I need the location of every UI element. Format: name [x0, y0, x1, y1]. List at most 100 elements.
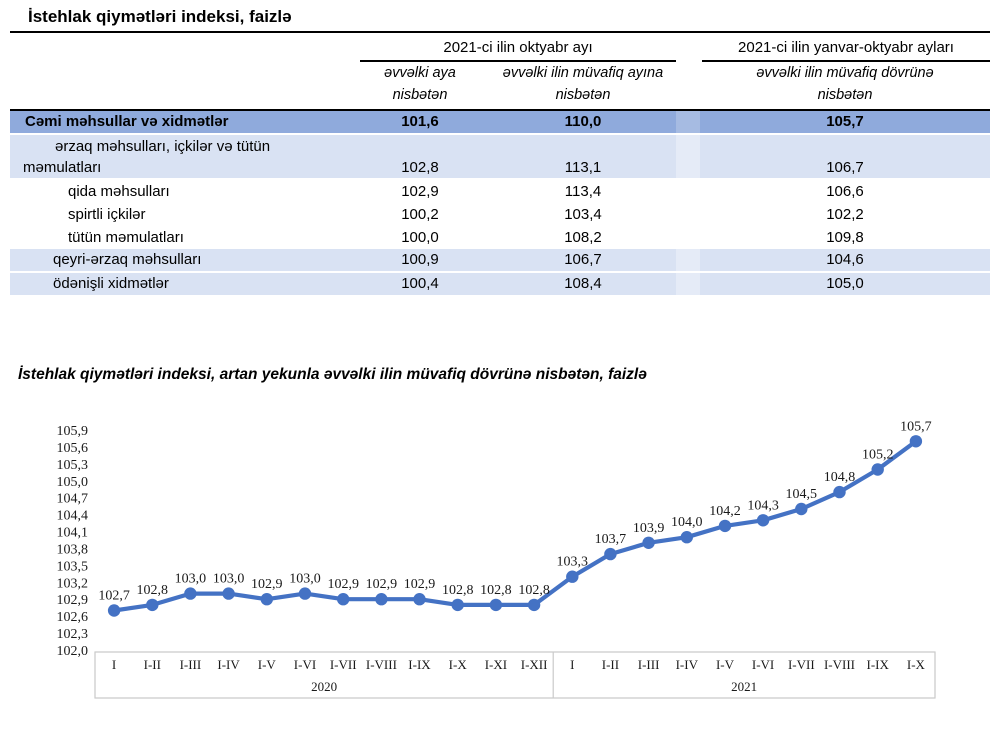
value-prev-year-month: 110,0: [564, 113, 602, 130]
row-label: qeyri-ərzaq məhsulları: [53, 251, 202, 268]
table-row: ödənişli xidmətlər 100,4 108,4 105,0: [10, 273, 990, 297]
svg-text:I-VI: I-VI: [752, 657, 774, 672]
svg-text:102,0: 102,0: [57, 644, 89, 659]
svg-text:I-IX: I-IX: [408, 657, 431, 672]
svg-text:103,9: 103,9: [633, 521, 665, 536]
svg-text:105,9: 105,9: [57, 424, 89, 439]
row-label: qida məhsulları: [68, 183, 170, 200]
svg-text:105,2: 105,2: [862, 448, 894, 463]
svg-text:102,8: 102,8: [480, 583, 512, 598]
svg-text:I-XII: I-XII: [521, 657, 548, 672]
spacer-cell: [676, 135, 700, 178]
svg-text:103,8: 103,8: [57, 543, 89, 558]
spacer-cell: [676, 203, 700, 226]
svg-text:102,3: 102,3: [57, 627, 89, 642]
sub-header-prev-year-period: əvvəlki ilin müvafiq dövrünə nisbətən: [756, 65, 934, 103]
svg-text:102,8: 102,8: [137, 583, 169, 598]
svg-text:I-VIII: I-VIII: [366, 657, 397, 672]
table-row: spirtli içkilər 100,2 103,4 102,2: [10, 203, 990, 226]
row-label: ərzaq məhsulları, içkilər və tütün məmul…: [23, 138, 271, 176]
svg-text:105,3: 105,3: [57, 458, 89, 473]
svg-text:103,2: 103,2: [57, 576, 89, 591]
row-label: spirtli içkilər: [68, 206, 146, 223]
value-prev-year-period: 106,7: [826, 159, 864, 176]
svg-text:I: I: [112, 657, 116, 672]
group-header-october: 2021-ci ilin oktyabr ayı: [360, 36, 676, 62]
svg-text:104,3: 104,3: [747, 498, 779, 513]
svg-text:105,0: 105,0: [57, 475, 89, 490]
value-prev-month: 100,2: [401, 206, 439, 223]
table-row: Cəmi məhsullar və xidmətlər 101,6 110,0 105…: [10, 111, 990, 135]
value-prev-year-month: 106,7: [564, 251, 602, 268]
svg-text:104,4: 104,4: [57, 509, 89, 524]
svg-text:104,2: 104,2: [709, 504, 741, 519]
svg-text:102,9: 102,9: [251, 577, 283, 592]
svg-text:103,0: 103,0: [213, 572, 245, 587]
svg-text:103,0: 103,0: [175, 572, 207, 587]
svg-text:2021: 2021: [731, 679, 757, 694]
svg-text:103,5: 103,5: [57, 559, 89, 574]
value-prev-year-month: 103,4: [564, 206, 602, 223]
svg-text:I: I: [570, 657, 574, 672]
value-prev-month: 100,9: [401, 251, 439, 268]
svg-text:102,8: 102,8: [442, 583, 474, 598]
value-prev-year-period: 105,7: [826, 113, 864, 130]
svg-text:I-IV: I-IV: [217, 657, 240, 672]
spacer-cell: [676, 226, 700, 249]
svg-text:103,3: 103,3: [557, 555, 589, 570]
svg-text:I-IV: I-IV: [676, 657, 699, 672]
value-prev-month: 102,9: [401, 183, 439, 200]
svg-text:I-X: I-X: [449, 657, 468, 672]
value-prev-month: 102,8: [401, 159, 439, 176]
value-prev-year-month: 108,2: [564, 229, 602, 246]
group-header-jan-oct: 2021-ci ilin yanvar-oktyabr ayları: [702, 36, 990, 62]
table-body: Cəmi məhsullar və xidmətlər 101,6 110,0 105…: [10, 109, 990, 297]
svg-text:104,5: 104,5: [786, 487, 818, 502]
svg-text:I-III: I-III: [180, 657, 202, 672]
svg-text:103,0: 103,0: [289, 572, 321, 587]
svg-text:102,9: 102,9: [404, 577, 436, 592]
svg-text:I-II: I-II: [602, 657, 619, 672]
row-label: tütün məmulatları: [68, 229, 184, 246]
value-prev-year-period: 109,8: [826, 229, 864, 246]
row-label: ödənişli xidmətlər: [53, 275, 169, 292]
svg-text:I-VIII: I-VIII: [824, 657, 855, 672]
svg-text:102,7: 102,7: [98, 589, 130, 604]
sub-header-prev-month: əvvəlki aya nisbətən: [384, 65, 456, 103]
row-label: Cəmi məhsullar və xidmətlər: [25, 113, 229, 130]
value-prev-year-period: 102,2: [826, 206, 864, 223]
value-prev-month: 100,4: [401, 275, 439, 292]
svg-text:I-III: I-III: [638, 657, 660, 672]
svg-text:102,9: 102,9: [57, 593, 89, 608]
value-prev-month: 100,0: [401, 229, 439, 246]
svg-text:I-V: I-V: [258, 657, 277, 672]
svg-text:104,7: 104,7: [57, 492, 89, 507]
svg-text:102,6: 102,6: [57, 610, 89, 625]
cpi-table: 2021-ci ilin oktyabr ayı 2021-ci ilin ya…: [10, 36, 990, 297]
value-prev-year-period: 104,6: [826, 251, 864, 268]
table-row: tütün məmulatları 100,0 108,2 109,8: [10, 226, 990, 249]
svg-text:102,9: 102,9: [327, 577, 359, 592]
svg-text:I-II: I-II: [144, 657, 161, 672]
svg-text:I-IX: I-IX: [867, 657, 890, 672]
svg-text:105,7: 105,7: [900, 419, 932, 434]
spacer-cell: [676, 111, 700, 133]
svg-text:103,7: 103,7: [595, 532, 627, 547]
chart-title: İstehlak qiymətləri indeksi, artan yekun…: [18, 366, 647, 383]
svg-text:I-X: I-X: [907, 657, 926, 672]
svg-text:105,6: 105,6: [57, 441, 89, 456]
table-row: qida məhsulları 102,9 113,4 106,6: [10, 180, 990, 203]
svg-text:104,0: 104,0: [671, 515, 703, 530]
cpi-line-chart: 105,9 105,6 105,3 105,0 104,7 104,4 104,1 103,8…: [15, 418, 995, 723]
value-prev-year-month: 113,4: [564, 183, 602, 200]
page-title: İstehlak qiymətləri indeksi, faizlə: [28, 7, 292, 26]
value-prev-year-period: 105,0: [826, 275, 864, 292]
svg-text:104,8: 104,8: [824, 470, 856, 485]
svg-text:102,9: 102,9: [366, 577, 398, 592]
value-prev-year-period: 106,6: [826, 183, 864, 200]
table-row: qeyri-ərzaq məhsulları 100,9 106,7 104,6: [10, 249, 990, 273]
svg-text:102,8: 102,8: [518, 583, 550, 598]
value-prev-year-month: 113,1: [564, 159, 602, 176]
spacer-cell: [676, 180, 700, 203]
